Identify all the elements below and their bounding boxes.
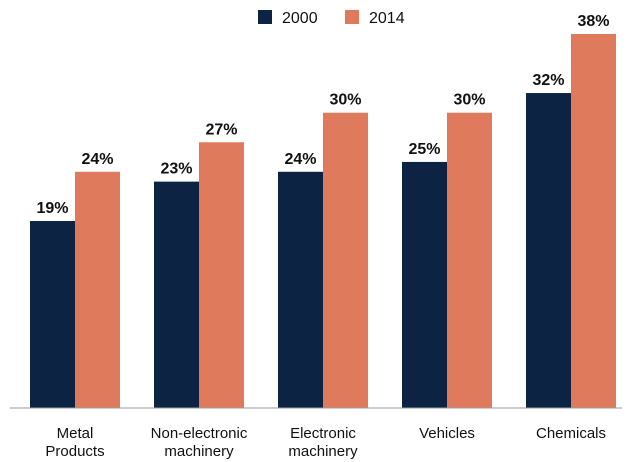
- category-label-1-line-0: Non-electronic: [151, 425, 248, 442]
- value-label-2014-2: 30%: [329, 92, 361, 109]
- legend-swatch-2000: [258, 10, 272, 24]
- category-label-0-line-1: Products: [45, 443, 104, 460]
- value-label-2014-0: 24%: [81, 151, 113, 168]
- value-label-2000-3: 25%: [408, 141, 440, 158]
- bars-group: [30, 34, 616, 408]
- value-label-2014-3: 30%: [453, 92, 485, 109]
- bar-2000-2: [278, 171, 323, 408]
- bar-2014-0: [75, 171, 120, 408]
- bar-2000-0: [30, 221, 75, 408]
- value-label-2014-4: 38%: [577, 13, 609, 30]
- category-label-3-line-0: Vehicles: [419, 425, 475, 442]
- bar-2014-3: [447, 112, 492, 408]
- category-label-2-line-1: machinery: [288, 443, 358, 460]
- legend-label-2000: 2000: [282, 10, 318, 27]
- value-label-2000-0: 19%: [36, 200, 68, 217]
- bar-2014-4: [571, 34, 616, 408]
- bar-2000-3: [402, 161, 447, 408]
- value-label-2000-2: 24%: [284, 151, 316, 168]
- value-label-2000-4: 32%: [532, 72, 564, 89]
- bar-2014-1: [199, 142, 244, 408]
- category-label-0-line-0: Metal: [57, 425, 94, 442]
- value-label-2000-1: 23%: [160, 161, 192, 178]
- category-label-2-line-0: Electronic: [290, 425, 356, 442]
- bar-2014-2: [323, 112, 368, 408]
- legend-swatch-2014: [345, 10, 359, 24]
- legend: 2000 2014: [258, 10, 405, 27]
- legend-label-2014: 2014: [369, 10, 405, 27]
- bar-2000-4: [526, 93, 571, 408]
- category-label-4-line-0: Chemicals: [536, 425, 606, 442]
- category-label-1-line-1: machinery: [164, 443, 234, 460]
- bar-2000-1: [154, 181, 199, 408]
- value-label-2014-1: 27%: [205, 121, 237, 138]
- value-labels-group: 19% 24% 23% 27% 24% 30% 25% 30% 32% 38%: [36, 13, 609, 217]
- category-labels-group: MetalProductsNon-electronicmachineryElec…: [45, 425, 606, 460]
